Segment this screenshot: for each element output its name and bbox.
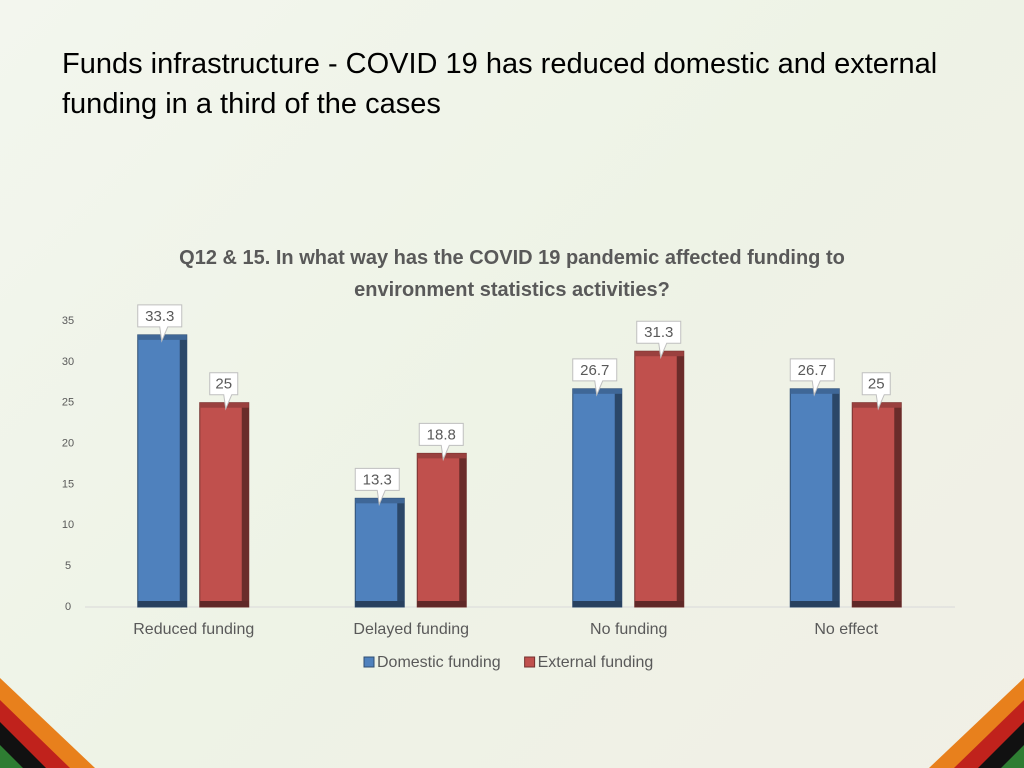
callout-box (789, 358, 835, 397)
callout-box (636, 320, 682, 360)
legend-swatch (524, 656, 536, 668)
bar-shade (397, 498, 405, 607)
chart-title: Q12 & 15. In what way has the COVID 19 p… (179, 247, 845, 301)
bar-shade (199, 402, 249, 408)
callout-box (418, 422, 464, 462)
bar-shade (199, 601, 249, 607)
y-tick-label: 5 (65, 560, 71, 572)
y-tick-label: 30 (62, 356, 74, 368)
bar (137, 334, 188, 608)
x-tick-label: Reduced funding (133, 621, 254, 638)
data-label: 31.3 (644, 324, 673, 341)
y-tick-label: 0 (65, 601, 71, 613)
bar (634, 350, 685, 608)
data-label-callout: 25 (209, 372, 239, 411)
corner-decoration (0, 678, 1024, 768)
legend-label: Domestic funding (377, 654, 501, 671)
data-label: 18.8 (427, 426, 456, 443)
bar-shade (634, 601, 684, 607)
bar-shade (459, 453, 467, 607)
data-label: 25 (215, 376, 232, 393)
bar-shade (137, 601, 187, 607)
x-tick-label: Delayed funding (353, 621, 469, 638)
bar (199, 402, 250, 608)
bar-shade (417, 601, 467, 607)
data-label: 13.3 (363, 471, 392, 488)
bar-shade (634, 351, 684, 357)
y-tick-label: 20 (62, 437, 74, 449)
callout-box (572, 358, 618, 397)
data-label-callout: 25 (861, 372, 891, 411)
y-tick-label: 25 (62, 397, 74, 409)
callout-box (354, 467, 400, 507)
legend-label: External funding (538, 654, 654, 671)
data-label: 26.7 (798, 362, 827, 379)
data-label: 33.3 (145, 308, 174, 325)
x-tick-label: No effect (814, 621, 878, 638)
y-tick-label: 35 (62, 315, 74, 327)
bar-shade (676, 351, 684, 607)
data-label: 25 (868, 376, 885, 393)
y-tick-label: 15 (62, 478, 74, 490)
data-label-callout: 31.3 (636, 320, 682, 360)
bar-shade (790, 601, 840, 607)
data-label-callout: 26.7 (572, 358, 618, 397)
data-label-callout: 13.3 (354, 467, 400, 507)
bar (851, 402, 902, 608)
data-label-callout: 26.7 (789, 358, 835, 397)
slide-title: Funds infrastructure - COVID 19 has redu… (62, 48, 938, 120)
bar-shade (894, 402, 902, 607)
data-label: 26.7 (580, 362, 609, 379)
bar-shade (852, 402, 902, 408)
data-label-callout: 18.8 (418, 422, 464, 462)
bar-shade (614, 388, 622, 607)
bar (789, 388, 840, 608)
x-tick-label: No funding (590, 621, 667, 638)
bar-shade (852, 601, 902, 607)
bar (572, 388, 623, 608)
bar (416, 452, 467, 608)
callout-box (209, 372, 239, 411)
bar-shade (832, 388, 840, 607)
bar-shade (572, 601, 622, 607)
bar-shade (355, 601, 405, 607)
data-label-callout: 33.3 (137, 304, 183, 343)
callout-box (861, 372, 891, 411)
legend-swatch (363, 656, 375, 668)
bar (354, 497, 405, 608)
bar-shade (241, 402, 249, 607)
bar-shade (179, 334, 187, 607)
y-tick-label: 10 (62, 519, 74, 531)
bar-shade (417, 453, 467, 459)
callout-box (137, 304, 183, 343)
